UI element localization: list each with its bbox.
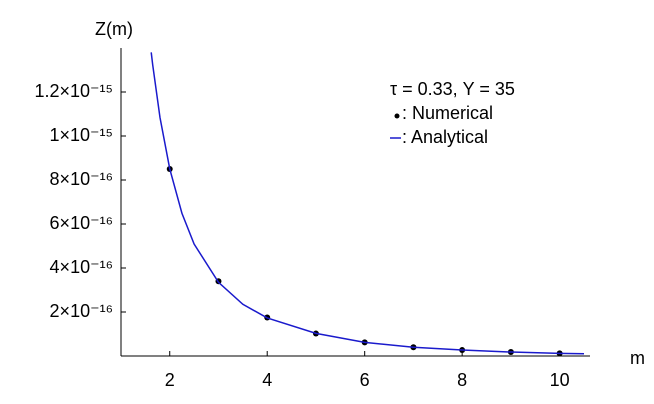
y-axis-label: Z(m) <box>95 19 133 39</box>
legend-label: : Analytical <box>402 127 488 147</box>
y-tick-label: 1.2×10⁻¹⁵ <box>34 81 113 101</box>
y-tick-label: 4×10⁻¹⁶ <box>50 257 113 277</box>
legend-label: : Numerical <box>402 103 493 123</box>
analytical-curve <box>150 52 585 355</box>
y-tick-label: 6×10⁻¹⁶ <box>50 213 113 233</box>
x-tick-label: 4 <box>262 370 272 390</box>
x-tick-label: 6 <box>360 370 370 390</box>
x-axis-label: m <box>630 348 645 368</box>
y-tick-label: 8×10⁻¹⁶ <box>50 169 113 189</box>
y-tick-label: 2×10⁻¹⁶ <box>50 301 113 321</box>
annotation: τ = 0.33, Y = 35 <box>390 79 515 99</box>
x-tick-label: 8 <box>457 370 467 390</box>
y-tick-label: 1×10⁻¹⁵ <box>49 125 113 145</box>
x-tick-label: 2 <box>165 370 175 390</box>
legend-dot <box>394 113 400 119</box>
x-tick-label: 10 <box>550 370 570 390</box>
